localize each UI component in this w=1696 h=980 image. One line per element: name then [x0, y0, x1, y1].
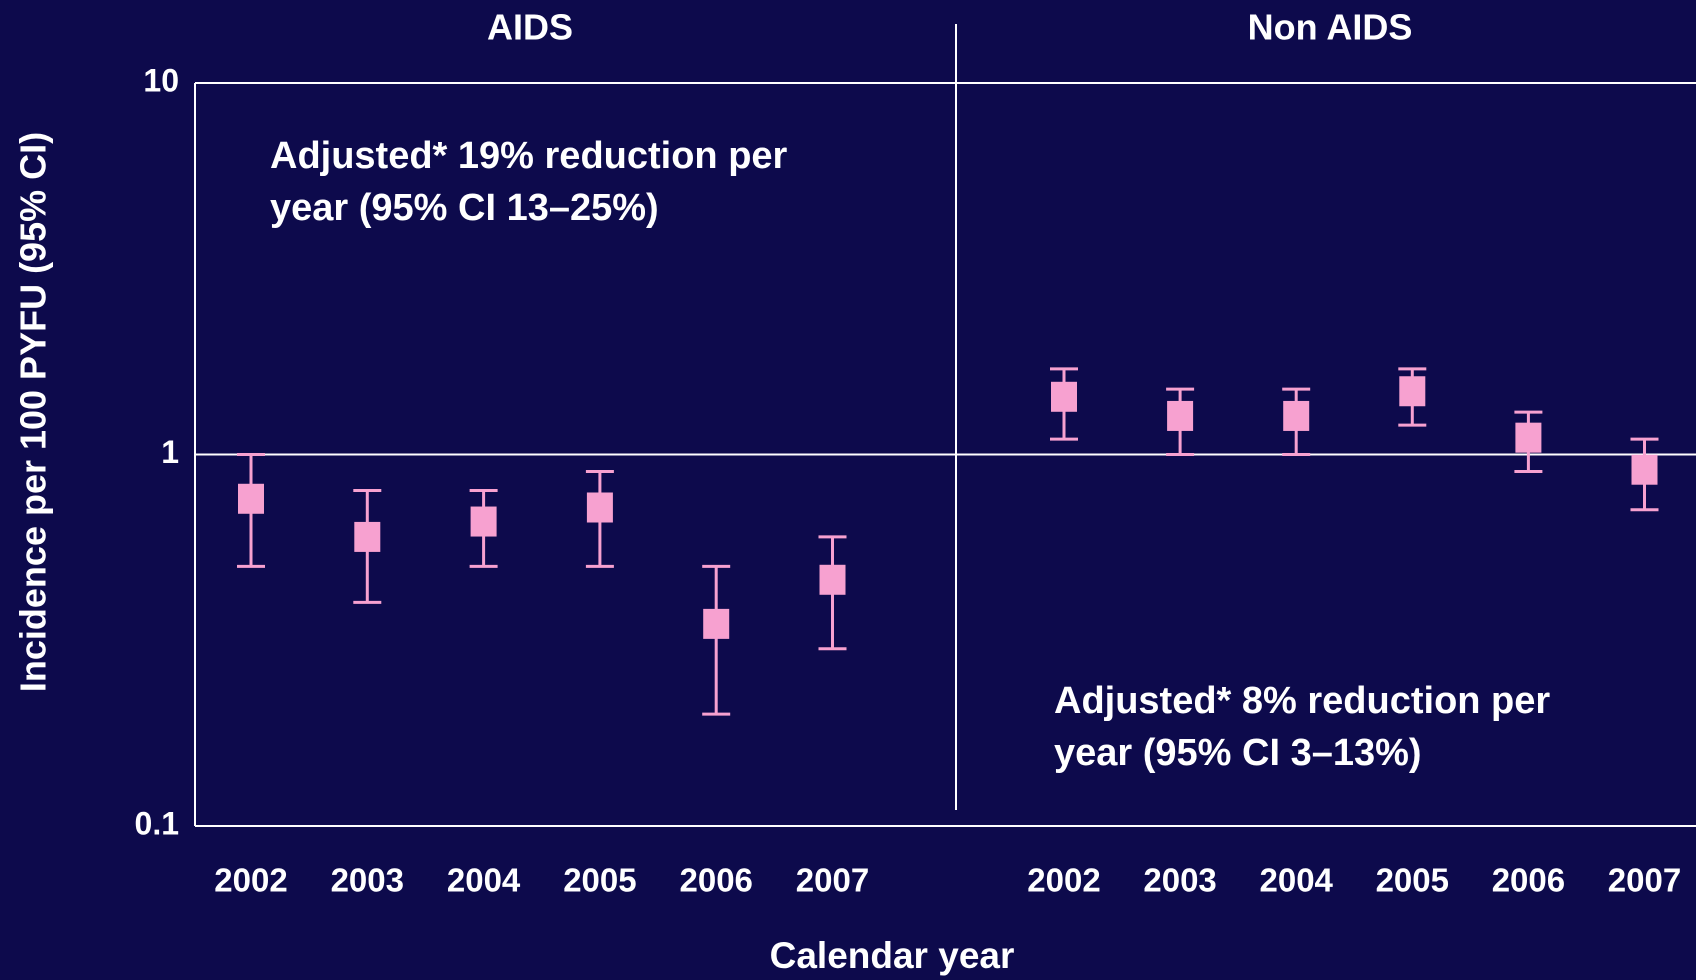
x-tick-label: 2002 [1027, 862, 1100, 899]
annotation: year (95% CI 13–25%) [270, 187, 659, 229]
point-marker [1051, 381, 1077, 412]
y-tick-label: 0.1 [135, 805, 179, 841]
panel-title: AIDS [487, 7, 573, 48]
point-marker [354, 521, 381, 552]
annotation: year (95% CI 3–13%) [1054, 732, 1422, 774]
point-marker [1399, 376, 1426, 407]
y-tick-label: 10 [143, 62, 179, 98]
x-tick-label: 2003 [1143, 862, 1216, 899]
point-marker [586, 492, 613, 523]
x-tick-label: 2004 [447, 862, 521, 899]
y-tick-label: 1 [161, 434, 179, 470]
point-marker [703, 608, 730, 639]
x-axis-label: Calendar year [770, 935, 1015, 976]
x-tick-label: 2007 [796, 862, 869, 899]
point-marker [1167, 400, 1194, 431]
point-marker [1283, 400, 1310, 431]
point-marker [470, 506, 497, 537]
panel-title: Non AIDS [1248, 7, 1413, 48]
point-marker [1631, 454, 1658, 485]
point-marker [1515, 422, 1542, 453]
annotation: Adjusted* 19% reduction per [270, 135, 788, 177]
x-tick-label: 2005 [563, 862, 636, 899]
x-tick-label: 2006 [679, 862, 752, 899]
point-marker [819, 564, 846, 595]
x-tick-label: 2006 [1492, 862, 1565, 899]
x-tick-label: 2004 [1259, 862, 1333, 899]
annotation: Adjusted* 8% reduction per [1054, 680, 1550, 722]
point-marker [238, 483, 264, 514]
x-tick-label: 2007 [1608, 862, 1681, 899]
x-tick-label: 2002 [214, 862, 287, 899]
x-tick-label: 2003 [331, 862, 404, 899]
y-axis-label: Incidence per 100 PYFU (95% CI) [13, 132, 54, 692]
x-tick-label: 2005 [1376, 862, 1449, 899]
